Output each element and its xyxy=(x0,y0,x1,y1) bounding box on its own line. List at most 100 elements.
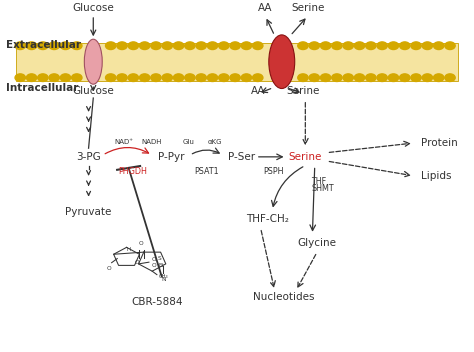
Circle shape xyxy=(27,42,36,50)
Text: Lipids: Lipids xyxy=(421,171,451,181)
Circle shape xyxy=(400,42,410,50)
Circle shape xyxy=(106,42,116,50)
Text: NAD⁺: NAD⁺ xyxy=(114,139,133,145)
Circle shape xyxy=(298,42,308,50)
Text: PHGDH: PHGDH xyxy=(118,167,147,176)
Circle shape xyxy=(365,74,376,82)
Circle shape xyxy=(434,42,444,50)
Text: 3-PG: 3-PG xyxy=(76,152,101,162)
Circle shape xyxy=(117,74,127,82)
Circle shape xyxy=(27,74,36,82)
Circle shape xyxy=(422,42,433,50)
Circle shape xyxy=(72,42,82,50)
Text: αKG: αKG xyxy=(208,139,222,145)
Circle shape xyxy=(377,42,387,50)
Text: H: H xyxy=(127,246,131,252)
Circle shape xyxy=(253,42,263,50)
Circle shape xyxy=(332,74,342,82)
Circle shape xyxy=(411,74,421,82)
Circle shape xyxy=(343,42,354,50)
Text: O: O xyxy=(107,266,111,271)
Circle shape xyxy=(37,74,48,82)
Circle shape xyxy=(434,74,444,82)
Text: PSAT1: PSAT1 xyxy=(194,167,219,176)
Circle shape xyxy=(445,42,455,50)
Circle shape xyxy=(106,74,116,82)
Text: Serine: Serine xyxy=(291,3,324,13)
Circle shape xyxy=(60,42,71,50)
Text: P-Pyr: P-Pyr xyxy=(158,152,184,162)
Text: CBR-5884: CBR-5884 xyxy=(131,297,182,307)
Circle shape xyxy=(15,74,26,82)
Circle shape xyxy=(196,74,206,82)
Circle shape xyxy=(365,42,376,50)
Circle shape xyxy=(60,74,71,82)
Text: CH₃: CH₃ xyxy=(159,274,169,279)
Circle shape xyxy=(151,74,161,82)
Text: SHMT: SHMT xyxy=(311,184,334,193)
Text: Et: Et xyxy=(158,263,164,268)
Text: AA: AA xyxy=(258,3,273,13)
Circle shape xyxy=(219,42,229,50)
Circle shape xyxy=(400,74,410,82)
Text: Nucleotides: Nucleotides xyxy=(254,292,315,302)
Text: Pyruvate: Pyruvate xyxy=(65,207,112,217)
Text: THF: THF xyxy=(311,177,327,186)
Circle shape xyxy=(445,74,455,82)
Circle shape xyxy=(343,74,354,82)
Circle shape xyxy=(422,74,433,82)
Circle shape xyxy=(219,74,229,82)
Text: S: S xyxy=(157,256,161,260)
Circle shape xyxy=(37,42,48,50)
Circle shape xyxy=(230,42,240,50)
Circle shape xyxy=(253,74,263,82)
Circle shape xyxy=(139,74,150,82)
Circle shape xyxy=(309,74,319,82)
Circle shape xyxy=(377,74,387,82)
Text: AA: AA xyxy=(251,86,265,96)
Circle shape xyxy=(49,74,59,82)
Circle shape xyxy=(388,42,399,50)
Circle shape xyxy=(162,74,173,82)
Text: Extracellular: Extracellular xyxy=(6,40,81,50)
Text: PSPH: PSPH xyxy=(264,167,284,176)
Ellipse shape xyxy=(84,39,102,84)
Circle shape xyxy=(151,42,161,50)
Circle shape xyxy=(72,74,82,82)
Circle shape xyxy=(320,74,331,82)
Text: N: N xyxy=(161,277,165,282)
Circle shape xyxy=(355,42,365,50)
Bar xyxy=(16,43,458,81)
Circle shape xyxy=(117,42,127,50)
Text: Intracellular: Intracellular xyxy=(6,83,79,93)
Text: Glu: Glu xyxy=(183,139,195,145)
Circle shape xyxy=(388,74,399,82)
Circle shape xyxy=(355,74,365,82)
Circle shape xyxy=(332,42,342,50)
Circle shape xyxy=(196,42,206,50)
Text: O: O xyxy=(151,263,156,268)
Text: Protein: Protein xyxy=(421,138,457,148)
Circle shape xyxy=(230,74,240,82)
Circle shape xyxy=(128,74,138,82)
Circle shape xyxy=(320,42,331,50)
Circle shape xyxy=(309,42,319,50)
Circle shape xyxy=(185,42,195,50)
Circle shape xyxy=(173,74,184,82)
Circle shape xyxy=(49,42,59,50)
Circle shape xyxy=(185,74,195,82)
Circle shape xyxy=(15,42,26,50)
Circle shape xyxy=(162,42,173,50)
Circle shape xyxy=(241,74,252,82)
Circle shape xyxy=(139,42,150,50)
Circle shape xyxy=(173,42,184,50)
Text: Glycine: Glycine xyxy=(298,238,337,249)
Circle shape xyxy=(207,42,218,50)
Text: Glucose: Glucose xyxy=(73,86,114,96)
Text: O: O xyxy=(135,260,139,265)
Text: P-Ser: P-Ser xyxy=(228,152,255,162)
Text: Serine: Serine xyxy=(286,86,319,96)
Text: NADH: NADH xyxy=(141,139,162,145)
Circle shape xyxy=(411,42,421,50)
Text: Serine: Serine xyxy=(289,152,322,162)
